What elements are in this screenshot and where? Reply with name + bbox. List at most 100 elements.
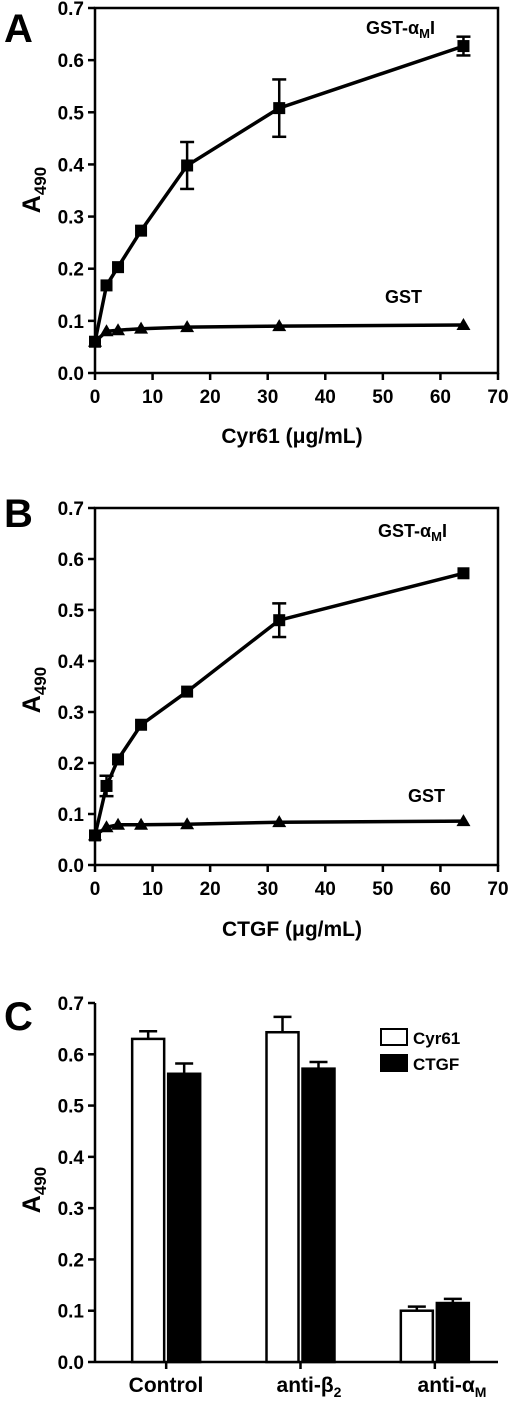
svg-text:A490: A490 — [18, 167, 50, 213]
data-point-square — [273, 614, 286, 627]
x-tick-label: 10 — [142, 879, 163, 900]
data-point-triangle — [456, 318, 471, 331]
panel-c-plot: 0.0 0.1 0.2 0.3 0.4 0.5 0.6 0.7 — [58, 994, 498, 1374]
x-tick-label: 30 — [257, 387, 278, 408]
data-point-triangle — [88, 828, 102, 841]
y-tick-label: 0.0 — [58, 1353, 84, 1374]
data-point-square — [181, 159, 194, 172]
y-axis-label-main: A — [18, 1195, 46, 1213]
panel-b-letter: B — [4, 492, 33, 536]
y-tick-label: 0.0 — [58, 856, 84, 877]
bar-cyr61 — [265, 1030, 300, 1364]
y-tick-label: 0.1 — [58, 312, 85, 333]
x-tick-label: 60 — [430, 387, 451, 408]
data-point-triangle — [456, 814, 471, 827]
y-axis-label-sub: 490 — [31, 667, 50, 695]
panel-b-plot: 0.0 0.1 0.2 0.3 0.4 0.5 0.6 0.7 0 10 20 30 40 50 60 70 — [58, 499, 509, 900]
category-label-main: anti- — [277, 1374, 321, 1397]
data-point-square — [181, 685, 194, 698]
category-label-alpha: α — [462, 1374, 475, 1397]
data-point-triangle — [99, 820, 114, 833]
panel-a: A A490 0.00.10.20.30.40.50.60.70 10 20 30 40… — [4, 0, 509, 448]
panel-a-series-label-gst-ami: GST-αMI — [366, 18, 435, 41]
series-label-end: I — [430, 18, 435, 38]
y-tick-label: 0.5 — [58, 1097, 85, 1118]
y-tick-label: 0.5 — [58, 103, 85, 124]
x-tick-label: 50 — [372, 387, 393, 408]
x-tick-label: 40 — [315, 879, 336, 900]
panel-b-series-label-gst: GST — [408, 786, 445, 806]
y-tick-label: 0.7 — [58, 0, 84, 20]
data-point-triangle — [134, 817, 149, 830]
y-tick-label: 0.0 — [58, 364, 84, 385]
x-tick-label: 40 — [315, 387, 336, 408]
data-point-square — [100, 779, 113, 792]
y-tick-label: 0.4 — [58, 652, 85, 673]
svg-text:A490: A490 — [18, 667, 50, 713]
x-tick-label: 10 — [142, 387, 163, 408]
category-label-control: Control — [129, 1374, 204, 1397]
y-axis-label-sub: 490 — [31, 1167, 50, 1195]
data-point-square — [135, 224, 148, 237]
panel-a-y-axis-label: A490 — [18, 167, 50, 213]
y-tick-label: 0.7 — [58, 994, 84, 1015]
data-point-triangle — [88, 334, 102, 347]
x-label-mu: μ — [293, 425, 306, 448]
x-tick-label: 30 — [257, 879, 278, 900]
y-tick-label: 0.1 — [58, 1302, 85, 1323]
plot-frame — [93, 506, 500, 867]
bar-ctgf — [166, 1072, 202, 1364]
data-point-triangle — [272, 319, 287, 332]
category-label-anti-beta2: anti-β2 — [277, 1374, 342, 1400]
y-tick-label: 0.5 — [58, 601, 85, 622]
y-tick-label: 0.3 — [58, 208, 84, 229]
category-label-anti-alpham: anti-αM — [418, 1374, 487, 1400]
category-label-sub: M — [475, 1384, 487, 1400]
bar-cyr61 — [399, 1309, 435, 1364]
data-point-triangle — [180, 320, 195, 333]
series-label-alpha: α — [408, 18, 419, 38]
x-label-unit: g/mL) — [305, 918, 362, 941]
x-label-mu: μ — [292, 918, 305, 941]
panel-b-series-label-gst-ami: GST-αMI — [378, 521, 447, 544]
y-tick-label: 0.2 — [58, 260, 84, 281]
category-label-main: anti- — [418, 1374, 462, 1397]
panel-c: C A490 0.0 0.1 0.2 0.3 0.4 0.5 0.6 0.7 Cyr61 CT… — [4, 994, 498, 1400]
x-label-main: CTGF ( — [222, 918, 292, 941]
y-tick-label: 0.3 — [58, 1199, 84, 1220]
category-label-sub: 2 — [334, 1384, 342, 1400]
panel-a-plot: 0.0 0.1 0.2 0.3 0.4 0.5 0.6 0.7 0 10 20 30 40 50 60 70 — [58, 0, 509, 408]
y-tick-label: 0.6 — [58, 1045, 84, 1066]
panel-a-series-label-gst: GST — [385, 287, 422, 307]
y-tick-label: 0.7 — [58, 499, 84, 520]
data-point-triangle — [134, 321, 149, 334]
x-label-unit: g/mL) — [305, 425, 362, 448]
panel-c-legend: Cyr61 CTGF — [380, 1028, 460, 1074]
data-point-square — [100, 279, 113, 292]
data-point-triangle — [111, 817, 126, 830]
x-tick-label: 70 — [487, 879, 508, 900]
data-point-square — [457, 567, 470, 580]
x-tick-label: 20 — [200, 387, 221, 408]
panel-a-x-axis-label: Cyr61 (μg/mL) — [221, 425, 362, 448]
plot-frame — [93, 6, 500, 375]
data-point-square — [273, 102, 286, 115]
y-axis-label-sub: 490 — [31, 167, 50, 195]
x-tick-label: 0 — [90, 879, 101, 900]
y-axis-label-main: A — [18, 195, 46, 213]
legend-label-ctgf: CTGF — [413, 1055, 459, 1074]
bar-ctgf — [435, 1301, 471, 1364]
legend-swatch-ctgf — [380, 1054, 408, 1072]
y-tick-label: 0.1 — [58, 805, 85, 826]
series-label-main: GST- — [378, 521, 420, 541]
y-axis-label-main: A — [18, 695, 46, 713]
data-point-triangle — [180, 817, 195, 830]
data-point-square — [135, 718, 148, 731]
panel-a-letter: A — [4, 7, 33, 51]
x-tick-label: 60 — [430, 879, 451, 900]
y-tick-label: 0.2 — [58, 1250, 84, 1271]
bar-cyr61 — [130, 1037, 166, 1364]
data-point-triangle — [111, 323, 126, 336]
legend-swatch-cyr61 — [380, 1028, 408, 1046]
